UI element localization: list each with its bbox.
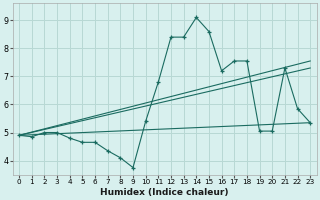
X-axis label: Humidex (Indice chaleur): Humidex (Indice chaleur) (100, 188, 229, 197)
